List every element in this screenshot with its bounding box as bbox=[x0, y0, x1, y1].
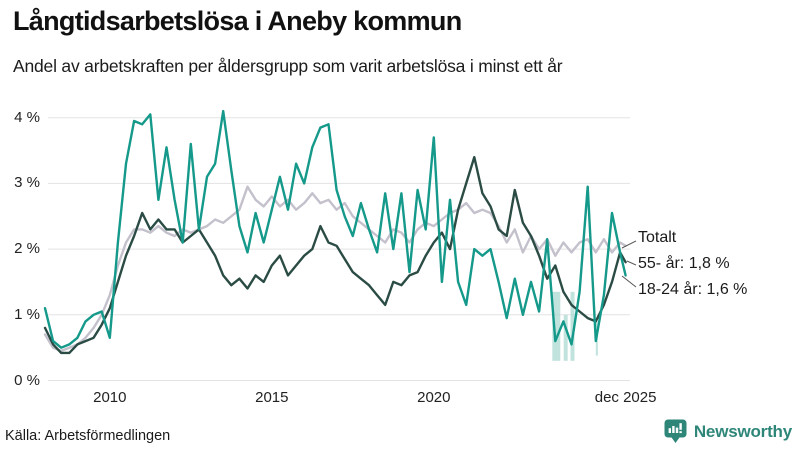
y-axis-tick-2: 2 % bbox=[14, 240, 40, 258]
y-axis-tick-1: 1 % bbox=[14, 305, 40, 323]
series-label-18-24-ar: 18-24 år: 1,6 % bbox=[638, 281, 748, 298]
page-title: Långtidsarbetslösa i Aneby kommun bbox=[13, 6, 462, 36]
line-chart: 0 % 1 % 2 % 3 % 4 % 2010 2015 2020 dec 2… bbox=[0, 95, 800, 420]
x-axis-tick-2010: 2010 bbox=[93, 389, 127, 406]
chart-subtitle: Andel av arbetskraften per åldersgrupp s… bbox=[13, 56, 563, 76]
bar-chart-speech-bubble-icon bbox=[664, 419, 687, 443]
y-axis-tick-3: 3 % bbox=[14, 174, 40, 192]
x-axis-tick-2020: 2020 bbox=[417, 389, 451, 406]
source-note: Källa: Arbetsförmedlingen bbox=[5, 428, 171, 444]
newsworthy-wordmark: Newsworthy bbox=[693, 422, 792, 441]
newsworthy-logo[interactable]: Newsworthy bbox=[664, 419, 792, 445]
series-label-55-ar: 55- år: 1,8 % bbox=[638, 255, 730, 272]
x-axis-tick-2015: 2015 bbox=[255, 389, 289, 406]
plot-area bbox=[43, 109, 637, 381]
y-axis-tick-0: 0 % bbox=[14, 371, 40, 389]
series-label-totalt: Totalt bbox=[638, 229, 677, 246]
y-axis-tick-4: 4 % bbox=[14, 108, 40, 126]
x-axis-tick-dec2025: dec 2025 bbox=[594, 389, 657, 406]
